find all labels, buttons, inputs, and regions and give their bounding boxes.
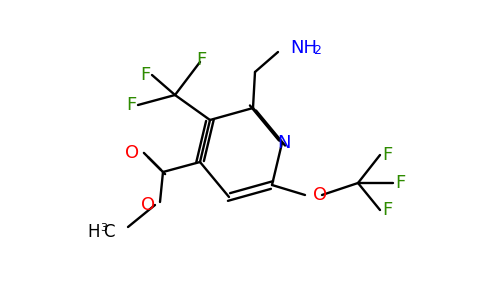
Text: F: F <box>382 201 392 219</box>
Text: 3: 3 <box>100 223 107 233</box>
Text: NH: NH <box>290 39 317 57</box>
Text: C: C <box>103 223 115 241</box>
Text: O: O <box>125 144 139 162</box>
Text: O: O <box>313 186 327 204</box>
Text: F: F <box>126 96 136 114</box>
Text: O: O <box>141 196 155 214</box>
Text: F: F <box>140 66 150 84</box>
Text: F: F <box>395 174 405 192</box>
Text: 2: 2 <box>313 44 321 56</box>
Text: N: N <box>277 134 291 152</box>
Text: F: F <box>382 146 392 164</box>
Text: F: F <box>196 51 206 69</box>
Text: H: H <box>88 223 100 241</box>
